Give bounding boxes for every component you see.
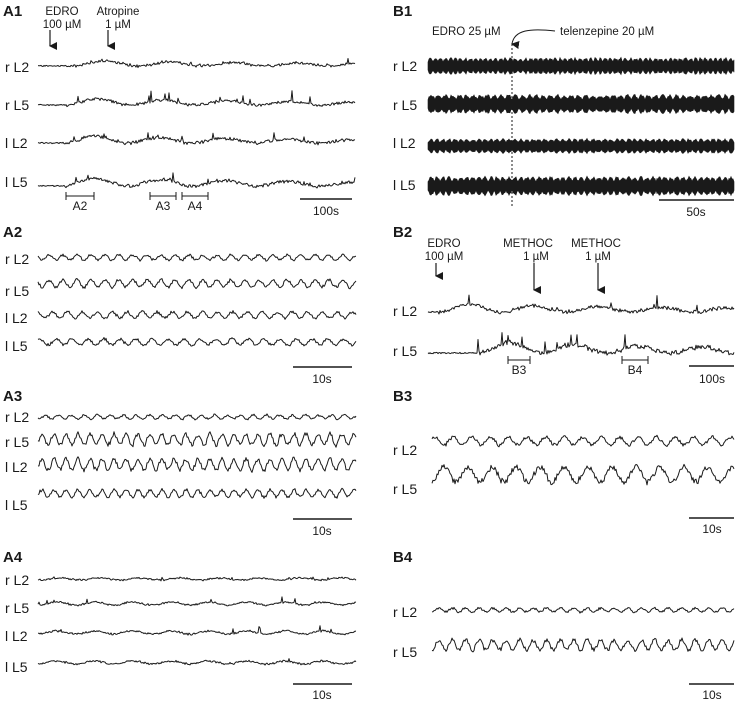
segment-label-b4: B4 (628, 363, 643, 377)
panel-label: B4 (393, 549, 413, 566)
trace-label-r-l5: r L5 (393, 644, 417, 660)
trace-l-l5 (37, 172, 356, 189)
trace-label-r-l2: r L2 (5, 59, 29, 75)
trace-label-l-l5: l L5 (5, 338, 28, 354)
panel-b4: B4 r L2 r L5 10s (393, 549, 735, 701)
segment-label-a3: A3 (156, 199, 171, 213)
trace-r-l5 (427, 332, 735, 356)
trace-r-l2 (431, 434, 735, 448)
trace-label-r-l5: r L5 (5, 97, 29, 113)
telenzepine-arrow (511, 29, 556, 49)
trace-r-l5 (37, 596, 357, 607)
panel-label: B1 (393, 3, 412, 20)
methoc-annotation-2: METHOC (571, 238, 621, 250)
trace-label-r-l5: r L5 (5, 600, 29, 616)
scale-bar-label: 50s (686, 205, 705, 219)
trace-label-l-l5: l L5 (5, 174, 28, 190)
methoc-concentration-2: 1 µM (585, 251, 611, 263)
trace-l-l5 (37, 658, 357, 666)
scale-bar-label: 10s (312, 688, 331, 701)
trace-r-l2 (427, 56, 735, 76)
panel-label: A3 (3, 388, 22, 405)
scale-bar-label: 100s (699, 372, 725, 386)
trace-r-l2 (431, 606, 735, 614)
edro-concentration: 100 µM (43, 19, 82, 31)
segment-label-a2: A2 (73, 199, 88, 213)
trace-label-l-l2: l L2 (393, 135, 416, 151)
telenzepine-annotation: telenzepine 20 µM (560, 26, 654, 38)
trace-r-l5 (37, 278, 357, 290)
trace-label-l-l2: l L2 (5, 135, 28, 151)
scale-bar-label: 10s (702, 522, 721, 536)
trace-r-l2 (37, 576, 357, 582)
trace-label-l-l5: l L5 (393, 177, 416, 193)
trace-r-l2 (37, 58, 356, 69)
panel-a4: A4 r L2 r L5 l L2 l L5 10s (3, 549, 357, 701)
trace-l-l5 (37, 337, 357, 347)
trace-r-l2 (427, 294, 735, 315)
trace-label-l-l2: l L2 (5, 310, 28, 326)
scale-bar-label: 10s (312, 372, 331, 386)
trace-r-l2 (37, 413, 357, 421)
trace-label-r-l2: r L2 (393, 442, 417, 458)
trace-l-l2 (37, 625, 357, 636)
trace-label-r-l2: r L2 (5, 409, 29, 425)
trace-l-l2 (37, 456, 357, 473)
trace-r-l5 (37, 90, 356, 108)
segment-label-a4: A4 (188, 199, 203, 213)
trace-r-l2 (37, 253, 357, 262)
trace-label-r-l2: r L2 (393, 303, 417, 319)
panel-label: A2 (3, 224, 22, 241)
panel-label: A1 (3, 3, 22, 20)
panel-b3: B3 r L2 r L5 10s (393, 388, 735, 536)
panel-label: B2 (393, 224, 412, 241)
trace-label-r-l2: r L2 (5, 572, 29, 588)
scale-bar-label: 100s (313, 204, 339, 218)
panel-a2: A2 r L2 r L5 l L2 l L5 10s (3, 224, 357, 386)
trace-label-l-l2: l L2 (5, 459, 28, 475)
trace-l-l2 (37, 132, 356, 146)
panel-b2: B2 EDRO 100 µM METHOC 1 µM METHOC 1 µM r… (393, 224, 735, 386)
trace-l-l2 (37, 310, 357, 320)
atropine-concentration: 1 µM (105, 19, 131, 31)
trace-r-l5 (37, 431, 357, 448)
trace-label-r-l5: r L5 (5, 283, 29, 299)
scale-bar-label: 10s (702, 688, 721, 701)
trace-r-l5 (431, 637, 735, 653)
edro-concentration: 100 µM (425, 251, 464, 263)
trace-label-r-l5: r L5 (393, 481, 417, 497)
methoc-concentration-1: 1 µM (523, 251, 549, 263)
edro-annotation: EDRO 25 µM (432, 26, 501, 38)
trace-label-r-l2: r L2 (5, 251, 29, 267)
trace-r-l5 (427, 93, 735, 115)
atropine-annotation: Atropine (97, 6, 140, 18)
trace-label-r-l5: r L5 (393, 97, 417, 113)
trace-label-r-l2: r L2 (393, 58, 417, 74)
edro-annotation: EDRO (45, 6, 78, 18)
scale-bar-label: 10s (312, 524, 331, 538)
trace-r-l5 (431, 463, 735, 486)
trace-label-l-l5: l L5 (5, 659, 28, 675)
trace-l-l5 (37, 487, 357, 499)
trace-l-l5 (427, 175, 735, 197)
trace-label-r-l5: r L5 (5, 434, 29, 450)
trace-label-r-l2: r L2 (393, 604, 417, 620)
trace-label-l-l2: l L2 (5, 628, 28, 644)
panel-label: A4 (3, 549, 23, 566)
panel-a1: A1 EDRO 100 µM Atropine 1 µM r L2 r L5 l… (3, 3, 356, 218)
panel-a3: A3 r L2 r L5 l L2 l L5 10s (3, 388, 357, 538)
methoc-annotation-1: METHOC (503, 238, 553, 250)
trace-l-l2 (427, 137, 735, 155)
segment-label-b3: B3 (512, 363, 527, 377)
trace-label-r-l5: r L5 (393, 343, 417, 359)
panel-b1: B1 EDRO 25 µM telenzepine 20 µM r L2 r L… (393, 3, 735, 219)
trace-label-l-l5: l L5 (5, 497, 28, 513)
edro-annotation: EDRO (427, 238, 460, 250)
panel-label: B3 (393, 388, 412, 405)
